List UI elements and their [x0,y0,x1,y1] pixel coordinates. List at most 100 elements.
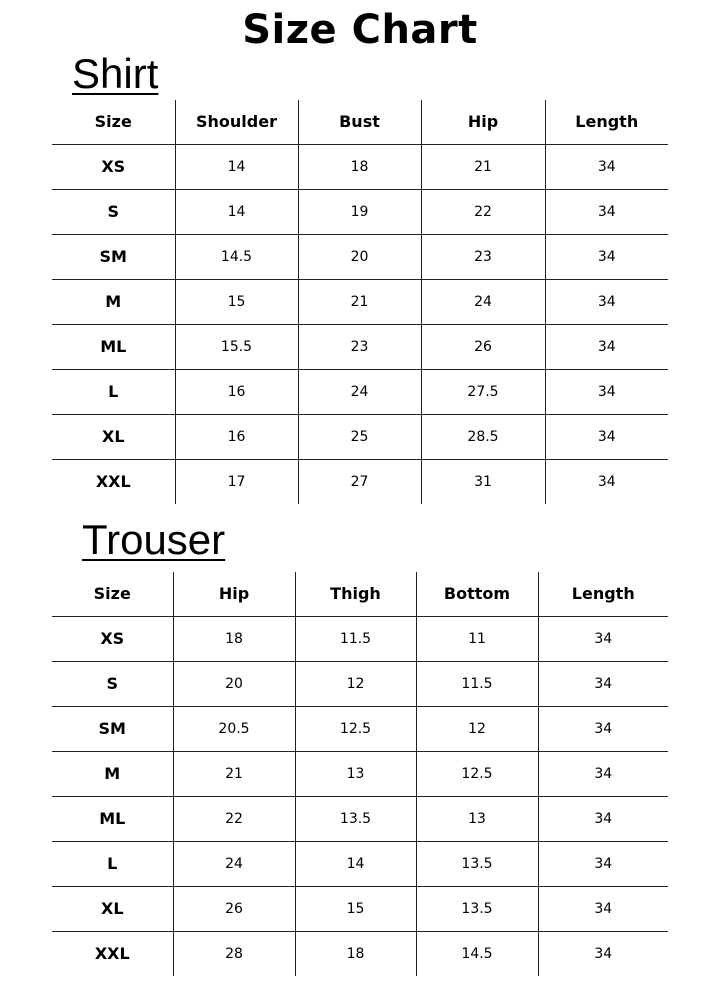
measurement-cell: 20 [298,234,422,280]
size-cell: XS [52,616,174,662]
column-header: Hip [421,100,546,145]
measurement-cell: 14.5 [416,931,539,976]
table-row: L 16 24 27.5 34 [52,369,668,415]
size-cell: M [52,279,176,325]
measurement-cell: 21 [298,279,422,325]
measurement-cell: 34 [597,474,616,490]
size-cell: ML [52,324,176,370]
size-cell: S [52,189,176,235]
trouser-size-table: Size Hip Thigh Bottom Length XS 18 11.5 11 34 S 20… [52,572,668,976]
measurement-cell: 26 [421,324,546,370]
measurement-cell: 22 [173,796,296,842]
measurement-cell: 34 [545,234,668,280]
measurement-cell: 34 [538,706,668,752]
shirt-size-table: Size Shoulder Bust Hip Length XS 14 18 21 34 S 14 1… [52,100,668,504]
measurement-cell: 23 [421,234,546,280]
measurement-cell: 15 [295,886,417,932]
measurement-cell: 13.5 [295,796,417,842]
measurement-cell: 34 [545,324,668,370]
measurement-cell: 34 [545,414,668,460]
measurement-cell: 17 [175,459,299,504]
column-header: Hip [173,572,296,617]
measurement-cell: 12.5 [416,751,539,797]
size-cell: XL [52,886,174,932]
table-header-row: Size Hip Thigh Bottom Length [52,572,668,617]
size-cell: L [52,841,174,887]
measurement-cell: 16 [175,369,299,415]
measurement-cell: 24 [298,369,422,415]
measurement-cell: 34 [538,796,668,842]
measurement-cell: 34 [545,144,668,190]
size-cell: XXL [52,459,176,504]
measurement-cell: 12.5 [295,706,417,752]
table-row: ML 15.5 23 26 34 [52,324,668,370]
measurement-cell: 14 [295,841,417,887]
size-cell: SM [52,234,176,280]
measurement-cell: 34 [545,189,668,235]
table-row: L 24 14 13.5 34 [52,841,668,887]
column-header: Shoulder [175,100,299,145]
measurement-cell: 14 [175,144,299,190]
table-row: XXL 17 27 31 34 [52,459,668,504]
measurement-cell: 16 [175,414,299,460]
size-cell: S [52,661,174,707]
measurement-cell: 26 [173,886,296,932]
measurement-cell: 31 [421,459,546,504]
measurement-cell: 27.5 [421,369,546,415]
measurement-cell: 18 [298,144,422,190]
table-row: XL 26 15 13.5 34 [52,886,668,932]
measurement-cell: 34 [538,841,668,887]
column-header: Bust [298,100,422,145]
measurement-cell: 25 [298,414,422,460]
table-row: S 20 12 11.5 34 [52,661,668,707]
table-row: SM 20.5 12.5 12 34 [52,706,668,752]
size-cell: XS [52,144,176,190]
measurement-cell: 34 [545,369,668,415]
measurement-cell: 23 [298,324,422,370]
measurement-cell: 18 [295,931,417,976]
measurement-cell: 14 [175,189,299,235]
size-cell: XL [52,414,176,460]
measurement-cell: 13.5 [416,841,539,887]
measurement-cell: 34 [594,946,613,962]
measurement-cell: 15 [175,279,299,325]
size-cell: XXL [52,931,174,976]
column-header: Length [538,572,668,617]
measurement-cell: 11 [416,616,539,662]
column-header: Length [545,100,668,145]
column-header: Thigh [295,572,417,617]
measurement-cell: 34 [538,661,668,707]
measurement-cell: 11.5 [416,661,539,707]
table-row: XS 18 11.5 11 34 [52,616,668,662]
measurement-cell: 27 [298,459,422,504]
measurement-cell: 34 [538,751,668,797]
size-cell: M [52,751,174,797]
page-title: Size Chart [242,7,478,53]
measurement-cell: 22 [421,189,546,235]
table-row: XXL 28 18 14.5 34 [52,931,668,976]
column-header: Size [52,572,174,617]
table-row: M 21 13 12.5 34 [52,751,668,797]
column-header: Bottom [416,572,539,617]
measurement-cell: 28.5 [421,414,546,460]
trouser-heading: Trouser [82,516,226,563]
measurement-cell: 21 [421,144,546,190]
table-row: SM 14.5 20 23 34 [52,234,668,280]
measurement-cell: 13 [416,796,539,842]
table-row: S 14 19 22 34 [52,189,668,235]
table-header-row: Size Shoulder Bust Hip Length [52,100,668,145]
table-row: XL 16 25 28.5 34 [52,414,668,460]
measurement-cell: 34 [538,616,668,662]
column-header: Size [52,100,176,145]
measurement-cell: 20 [173,661,296,707]
measurement-cell: 18 [173,616,296,662]
measurement-cell: 28 [173,931,296,976]
size-cell: ML [52,796,174,842]
measurement-cell: 24 [421,279,546,325]
table-row: ML 22 13.5 13 34 [52,796,668,842]
size-cell: L [52,369,176,415]
measurement-cell: 20.5 [173,706,296,752]
table-row: M 15 21 24 34 [52,279,668,325]
measurement-cell: 14.5 [175,234,299,280]
measurement-cell: 21 [173,751,296,797]
